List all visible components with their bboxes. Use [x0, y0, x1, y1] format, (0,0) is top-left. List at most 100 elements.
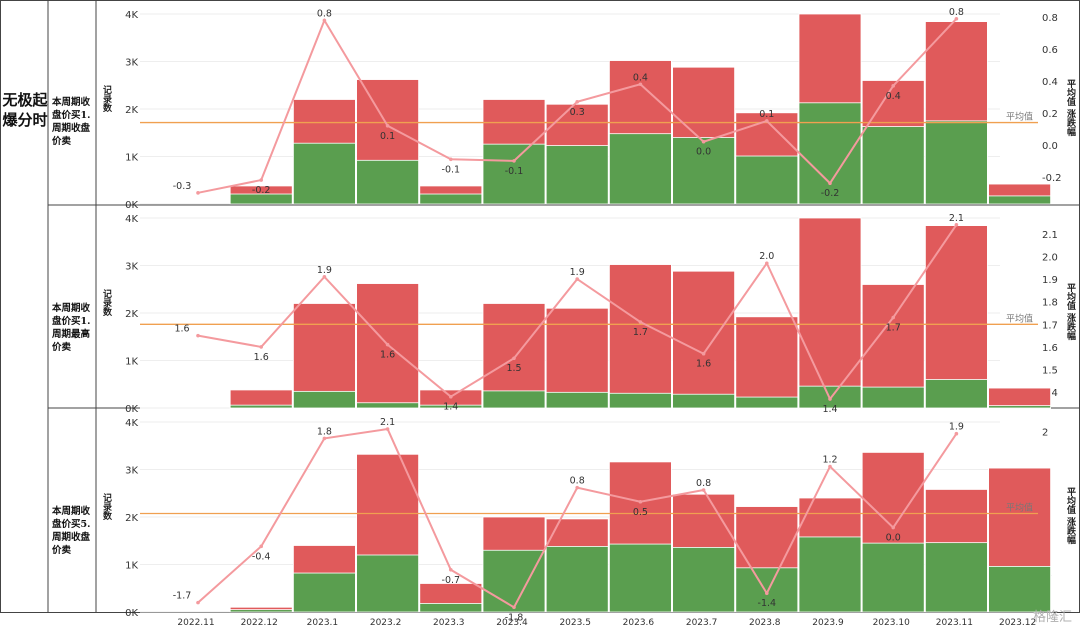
line-point — [765, 591, 769, 596]
line-point — [449, 567, 453, 572]
line-data-label: 0.0 — [696, 147, 711, 158]
line-data-label: 1.9 — [949, 422, 964, 433]
line-point — [575, 485, 579, 490]
left-tick-label: 4K — [125, 418, 138, 429]
line-data-label: 0.5 — [633, 507, 648, 518]
line-data-label: -0.1 — [442, 164, 461, 175]
bar-green — [798, 102, 862, 205]
bar-green — [672, 137, 735, 205]
line-data-label: -1.4 — [758, 598, 777, 609]
line-data-label: -0.7 — [442, 575, 461, 586]
right-tick-label: -0.2 — [1042, 173, 1062, 184]
line-data-label: -1.7 — [173, 591, 192, 602]
left-axis-title: 记录数 — [101, 492, 112, 521]
x-tick-label: 2023.10 — [873, 618, 910, 627]
left-tick-label: 2K — [125, 105, 138, 116]
left-tick-label: 1K — [125, 561, 138, 572]
line-data-label: 0.4 — [886, 91, 901, 102]
left-tick-label: 2K — [125, 513, 138, 524]
line-point — [954, 16, 959, 21]
bar-green — [419, 404, 483, 409]
line-data-label: 2.1 — [380, 417, 395, 428]
x-tick-label: 2023.1 — [307, 618, 339, 627]
bar-red — [735, 316, 799, 409]
line-data-label: 1.4 — [822, 404, 837, 415]
line-data-label: 0.8 — [317, 8, 332, 19]
line-point — [385, 123, 390, 128]
right-tick-label: 0.0 — [1042, 141, 1058, 152]
bar-green — [356, 402, 420, 409]
line-point — [259, 178, 264, 182]
bar-green — [356, 554, 420, 613]
line-point — [891, 525, 895, 530]
right-tick-label: 0.2 — [1042, 109, 1058, 120]
x-tick-label: 2023.11 — [936, 618, 973, 627]
line-data-label: 1.9 — [317, 265, 332, 276]
line-data-label: 0.4 — [633, 72, 648, 83]
right-axis-title: 平均值 涨跌幅 — [1065, 487, 1076, 545]
x-tick-label: 2023.4 — [496, 618, 528, 627]
right-tick-label: 2.1 — [1042, 230, 1058, 241]
bar-green — [925, 542, 988, 613]
bar-green — [609, 543, 672, 613]
left-tick-label: 2K — [125, 309, 138, 320]
line-data-label: 0.0 — [886, 533, 901, 544]
bar-green — [672, 547, 735, 613]
bar-green — [482, 143, 546, 205]
line-point — [765, 119, 769, 123]
right-axis-title: 平均值 涨跌幅 — [1065, 283, 1076, 341]
line-point — [322, 18, 327, 23]
line-point — [701, 488, 706, 492]
line-data-label: 1.8 — [317, 426, 332, 437]
line-point — [701, 139, 706, 144]
line-point — [322, 436, 327, 441]
left-tick-label: 3K — [125, 58, 138, 69]
bar-green — [609, 392, 672, 409]
bar-green — [229, 193, 293, 205]
bar-red — [798, 217, 862, 409]
x-tick-label: 2023.2 — [370, 618, 402, 627]
bar-green — [292, 142, 356, 205]
line-point — [891, 84, 895, 88]
bar-green — [482, 549, 546, 613]
average-label: 平均值 — [1006, 501, 1033, 513]
bar-green — [988, 195, 1051, 205]
line-point — [196, 333, 200, 338]
line-point — [954, 431, 959, 436]
left-tick-label: 0K — [125, 200, 138, 211]
left-tick-label: 4K — [125, 214, 138, 225]
bar-green — [292, 572, 356, 613]
right-tick-label: 2.0 — [1042, 252, 1058, 263]
left-axis-title: 记录数 — [101, 84, 112, 113]
line-data-label: 1.6 — [174, 324, 189, 335]
left-tick-label: 1K — [125, 357, 138, 368]
line-point — [828, 464, 832, 469]
line-point — [449, 157, 453, 162]
left-axis-title: 记录数 — [101, 288, 112, 317]
bar-green — [672, 393, 735, 409]
bar-green — [229, 609, 293, 613]
line-data-label: 1.6 — [696, 359, 711, 370]
line-data-label: -0.3 — [173, 181, 192, 192]
line-data-label: -0.2 — [821, 188, 840, 199]
bar-green — [482, 390, 546, 409]
average-label: 平均值 — [1006, 111, 1033, 123]
left-tick-label: 4K — [125, 10, 138, 21]
row-label-1: 本周期收盘价买1.周期收盘价卖 — [52, 97, 91, 147]
bar-green — [861, 126, 925, 205]
line-data-label: 0.1 — [759, 109, 774, 120]
x-tick-label: 2023.6 — [623, 618, 655, 627]
line-point — [512, 605, 516, 610]
left-tick-label: 3K — [125, 262, 138, 273]
bar-red — [609, 264, 672, 409]
line-data-label: 1.5 — [506, 363, 521, 374]
bar-green — [229, 404, 293, 409]
line-point — [449, 394, 453, 399]
line-point — [891, 315, 895, 320]
line-point — [828, 181, 832, 186]
bar-green — [925, 379, 988, 409]
bar-green — [545, 546, 609, 613]
left-tick-label: 0K — [125, 404, 138, 415]
bar-green — [988, 405, 1051, 409]
